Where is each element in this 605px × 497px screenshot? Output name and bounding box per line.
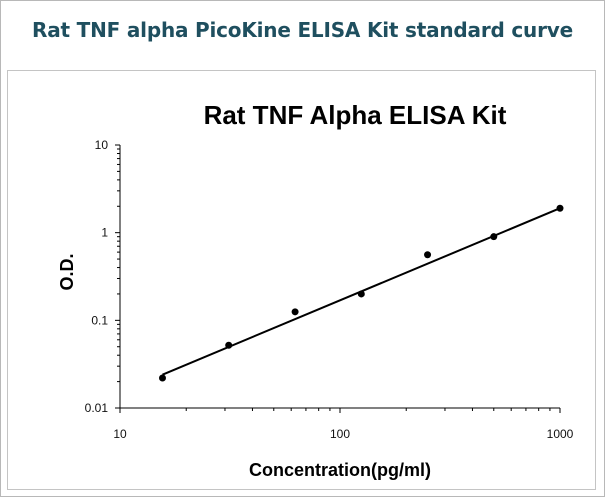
y-tick-label: 1 — [101, 226, 108, 240]
page-title: Rat TNF alpha PicoKine ELISA Kit standar… — [32, 18, 573, 42]
ticks: 10 1 0.1 0.01 10 100 1000 — [85, 138, 574, 441]
data-point — [424, 251, 432, 259]
y-tick-label: 0.1 — [91, 313, 108, 327]
data-points — [158, 204, 564, 382]
chart-title: Rat TNF Alpha ELISA Kit — [204, 100, 507, 130]
axes — [119, 145, 560, 409]
y-tick-label: 10 — [95, 138, 109, 152]
y-axis-label: O.D. — [57, 253, 77, 290]
data-point — [291, 308, 299, 316]
data-point — [556, 204, 564, 212]
data-point — [490, 233, 498, 241]
x-axis-label: Concentration(pg/ml) — [249, 460, 431, 480]
x-tick-label: 10 — [113, 427, 127, 441]
chart-frame — [7, 70, 596, 490]
data-point — [225, 341, 233, 349]
data-point — [158, 374, 166, 382]
data-point — [357, 290, 365, 298]
x-tick-label: 100 — [330, 427, 350, 441]
y-tick-label: 0.01 — [85, 401, 109, 415]
x-tick-label: 1000 — [547, 427, 574, 441]
